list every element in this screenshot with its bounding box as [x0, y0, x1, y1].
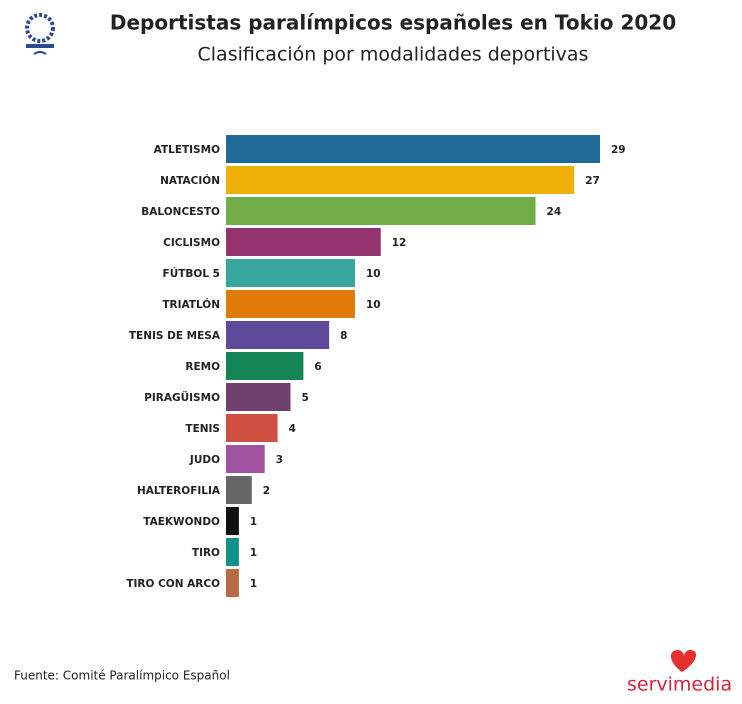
bar [226, 352, 304, 380]
category-label: HALTEROFILIA [137, 485, 221, 497]
value-label: 24 [547, 206, 562, 218]
value-label: 8 [340, 330, 347, 342]
category-label: NATACIÓN [160, 174, 220, 187]
value-label: 1 [250, 547, 257, 559]
bar [226, 321, 330, 349]
category-label: TRIATLÓN [162, 298, 220, 311]
chart-title: Deportistas paralímpicos españoles en To… [110, 11, 676, 35]
category-label: ATLETISMO [154, 144, 220, 156]
category-label: TENIS [185, 423, 220, 435]
bar [226, 476, 252, 504]
bar [226, 445, 265, 473]
brand-name: servimedia [627, 674, 732, 696]
category-label: TENIS DE MESA [129, 330, 221, 342]
value-label: 6 [314, 361, 321, 373]
value-label: 2 [263, 485, 270, 497]
category-label: JUDO [189, 454, 220, 466]
bar [226, 259, 355, 287]
value-label: 10 [366, 268, 381, 280]
value-label: 3 [276, 454, 283, 466]
value-label: 27 [585, 175, 600, 187]
category-label: FÚTBOL 5 [163, 267, 220, 280]
brand-logo: servimedia [627, 650, 732, 696]
bar [226, 414, 278, 442]
category-label: TAEKWONDO [143, 516, 220, 528]
bar [226, 383, 291, 411]
category-label: TIRO [192, 547, 220, 559]
chart-subtitle: Clasificación por modalidades deportivas [198, 44, 589, 66]
games-logo [25, 13, 55, 55]
value-label: 10 [366, 299, 381, 311]
value-label: 12 [392, 237, 407, 249]
source: Fuente: Comité Paralímpico Español [14, 669, 230, 683]
bar [226, 538, 239, 566]
category-label: CICLISMO [163, 237, 220, 249]
bar [226, 197, 536, 225]
category-label: REMO [185, 361, 220, 373]
bar [226, 166, 575, 194]
bar [226, 135, 600, 163]
value-label: 1 [250, 578, 257, 590]
bar [226, 228, 381, 256]
category-label: BALONCESTO [141, 206, 220, 218]
bar [226, 569, 239, 597]
value-label: 4 [289, 423, 296, 435]
value-label: 5 [301, 392, 308, 404]
value-label: 29 [611, 144, 626, 156]
value-label: 1 [250, 516, 257, 528]
bar [226, 290, 355, 318]
category-label: PIRAGÜISMO [144, 390, 220, 404]
bar [226, 507, 239, 535]
category-label: TIRO CON ARCO [126, 578, 220, 590]
